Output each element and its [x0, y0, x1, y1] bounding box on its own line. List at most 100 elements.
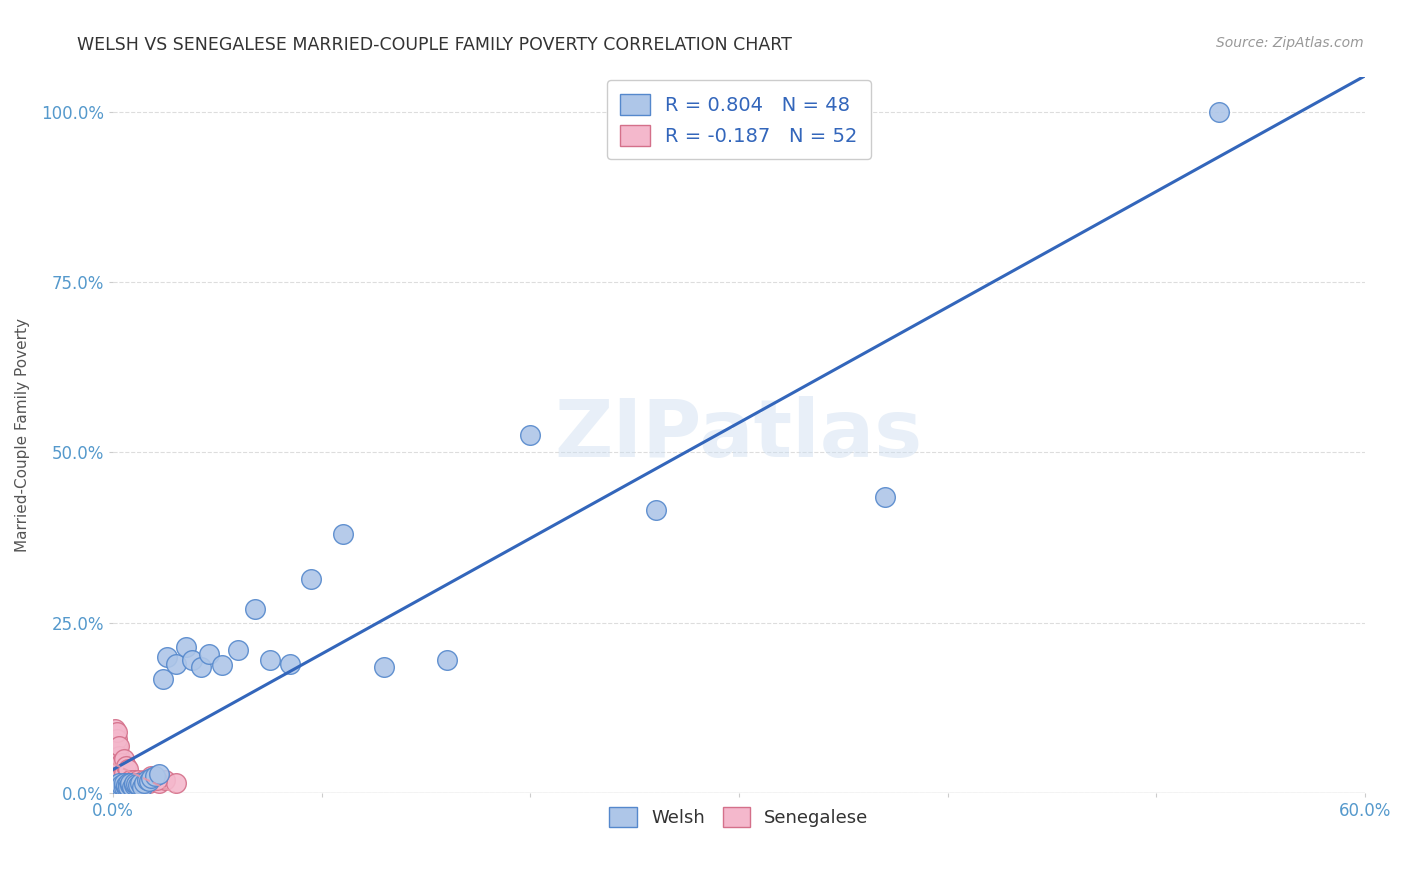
Point — [104, 783, 127, 797]
Point — [104, 722, 127, 736]
Point — [104, 772, 127, 787]
Point — [134, 772, 156, 787]
Point — [148, 767, 170, 781]
Point — [152, 672, 174, 686]
Point — [110, 756, 132, 770]
Point — [142, 772, 165, 787]
Point — [114, 759, 136, 773]
Point — [110, 780, 132, 795]
Point — [131, 780, 153, 794]
Point — [110, 780, 132, 794]
Point — [181, 653, 204, 667]
Point — [105, 772, 128, 787]
Point — [373, 660, 395, 674]
Point — [105, 725, 128, 739]
Point — [135, 772, 157, 787]
Point — [198, 647, 221, 661]
Point — [104, 756, 127, 770]
Point — [108, 776, 131, 790]
Point — [122, 778, 145, 792]
Point — [112, 765, 135, 780]
Point — [104, 776, 127, 790]
Point — [117, 776, 139, 790]
Point — [108, 780, 131, 794]
Point — [104, 769, 127, 783]
Point — [122, 776, 145, 790]
Point — [108, 739, 131, 753]
Point — [156, 650, 179, 665]
Point — [114, 780, 136, 794]
Point — [104, 728, 127, 742]
Point — [1208, 104, 1230, 119]
Point — [148, 776, 170, 790]
Point — [299, 572, 322, 586]
Point — [436, 653, 458, 667]
Point — [112, 776, 135, 790]
Point — [139, 772, 162, 786]
Point — [104, 759, 127, 773]
Point — [104, 765, 127, 780]
Point — [644, 503, 666, 517]
Text: ZIPatlas: ZIPatlas — [555, 396, 924, 475]
Point — [105, 746, 128, 760]
Point — [165, 657, 187, 671]
Point — [138, 774, 160, 789]
Point — [129, 776, 152, 790]
Point — [121, 780, 143, 794]
Point — [127, 778, 149, 792]
Point — [108, 759, 131, 773]
Point — [332, 527, 354, 541]
Point — [873, 490, 896, 504]
Point — [105, 780, 128, 794]
Point — [118, 772, 141, 787]
Point — [105, 739, 128, 753]
Point — [105, 778, 128, 792]
Text: WELSH VS SENEGALESE MARRIED-COUPLE FAMILY POVERTY CORRELATION CHART: WELSH VS SENEGALESE MARRIED-COUPLE FAMIL… — [77, 36, 792, 54]
Point — [104, 780, 127, 794]
Point — [105, 763, 128, 777]
Point — [105, 780, 128, 795]
Point — [143, 769, 166, 783]
Point — [127, 772, 149, 787]
Point — [174, 640, 197, 654]
Y-axis label: Married-Couple Family Poverty: Married-Couple Family Poverty — [15, 318, 30, 552]
Point — [114, 778, 136, 792]
Point — [104, 742, 127, 756]
Point — [125, 776, 148, 790]
Point — [110, 769, 132, 783]
Point — [104, 735, 127, 749]
Point — [280, 657, 302, 671]
Point — [243, 602, 266, 616]
Point — [146, 772, 169, 787]
Point — [108, 769, 131, 783]
Point — [127, 780, 149, 794]
Legend: Welsh, Senegalese: Welsh, Senegalese — [602, 800, 876, 834]
Point — [105, 752, 128, 766]
Point — [117, 780, 139, 794]
Point — [138, 776, 160, 790]
Point — [211, 658, 233, 673]
Point — [112, 752, 135, 766]
Point — [104, 780, 127, 794]
Point — [104, 748, 127, 763]
Point — [125, 777, 148, 791]
Point — [118, 776, 141, 790]
Point — [121, 776, 143, 790]
Point — [105, 731, 128, 746]
Point — [129, 776, 152, 790]
Text: Source: ZipAtlas.com: Source: ZipAtlas.com — [1216, 36, 1364, 50]
Point — [117, 776, 139, 790]
Point — [110, 778, 132, 792]
Point — [259, 653, 281, 667]
Point — [118, 778, 141, 792]
Point — [519, 428, 541, 442]
Point — [139, 769, 162, 783]
Point — [226, 643, 249, 657]
Point — [108, 748, 131, 763]
Point — [122, 772, 145, 787]
Point — [155, 772, 177, 787]
Point — [165, 776, 187, 790]
Point — [112, 780, 135, 794]
Point — [114, 772, 136, 787]
Point — [134, 776, 156, 790]
